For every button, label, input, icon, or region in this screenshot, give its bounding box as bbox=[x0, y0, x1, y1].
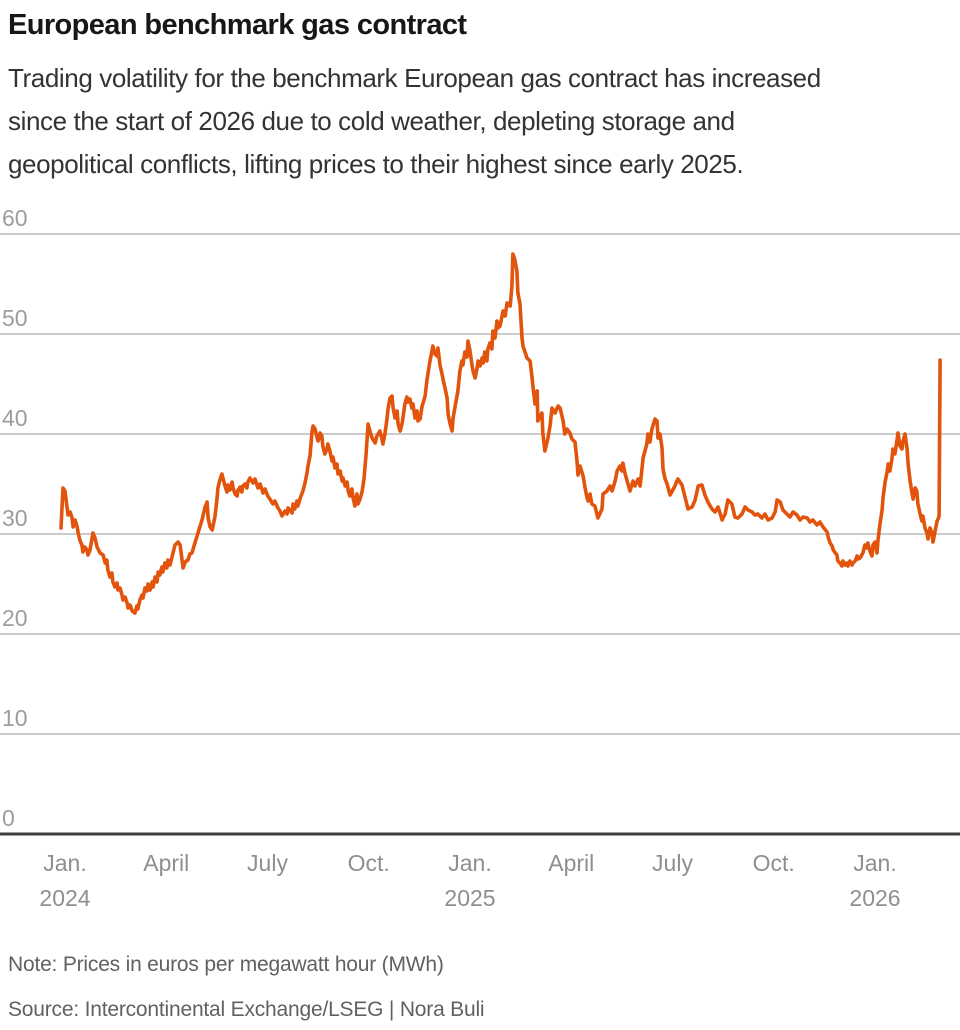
x-axis-year-label: 2026 bbox=[849, 885, 900, 911]
chart-footer: Note: Prices in euros per megawatt hour … bbox=[8, 952, 952, 1023]
x-axis-month-label: Jan. bbox=[853, 850, 896, 876]
chart-header: European benchmark gas contract Trading … bbox=[8, 8, 952, 186]
chart-area: 0 10 20 30 40 50 60 Jan. 2024 April July Oct. Jan. 20… bbox=[0, 195, 960, 950]
x-axis-month-label: July bbox=[247, 850, 288, 876]
y-axis-tick-label: 10 bbox=[2, 705, 28, 731]
x-axis-month-label: Jan. bbox=[448, 850, 491, 876]
x-axis-year-label: 2025 bbox=[444, 885, 495, 911]
x-axis-month-label: July bbox=[652, 850, 693, 876]
y-axis-tick-label: 20 bbox=[2, 605, 28, 631]
subtitle-line: since the start of 2026 due to cold weat… bbox=[8, 106, 735, 136]
y-axis-tick-label: 60 bbox=[2, 205, 28, 231]
x-axis-month-label: April bbox=[143, 850, 189, 876]
subtitle-line: geopolitical conflicts, lifting prices t… bbox=[8, 149, 744, 179]
x-axis-month-label: Jan. bbox=[43, 850, 86, 876]
chart-note: Note: Prices in euros per megawatt hour … bbox=[8, 953, 444, 976]
y-axis-tick-label: 30 bbox=[2, 505, 28, 531]
y-axis-tick-label: 0 bbox=[2, 805, 15, 831]
chart-svg: 0 10 20 30 40 50 60 Jan. 2024 April July Oct. Jan. 20… bbox=[0, 205, 960, 911]
x-axis-month-label: Oct. bbox=[348, 850, 390, 876]
y-axis-tick-label: 40 bbox=[2, 405, 28, 431]
subtitle-line: Trading volatility for the benchmark Eur… bbox=[8, 63, 821, 93]
y-axis-tick-label: 50 bbox=[2, 305, 28, 331]
x-axis-year-label: 2024 bbox=[39, 885, 90, 911]
page-title: European benchmark gas contract bbox=[8, 9, 467, 41]
chart-source: Source: Intercontinental Exchange/LSEG |… bbox=[8, 998, 485, 1021]
x-axis-month-label: April bbox=[548, 850, 594, 876]
price-line-series bbox=[59, 252, 942, 615]
x-axis-month-label: Oct. bbox=[753, 850, 795, 876]
chart-subtitle: Trading volatility for the benchmark Eur… bbox=[8, 57, 952, 186]
